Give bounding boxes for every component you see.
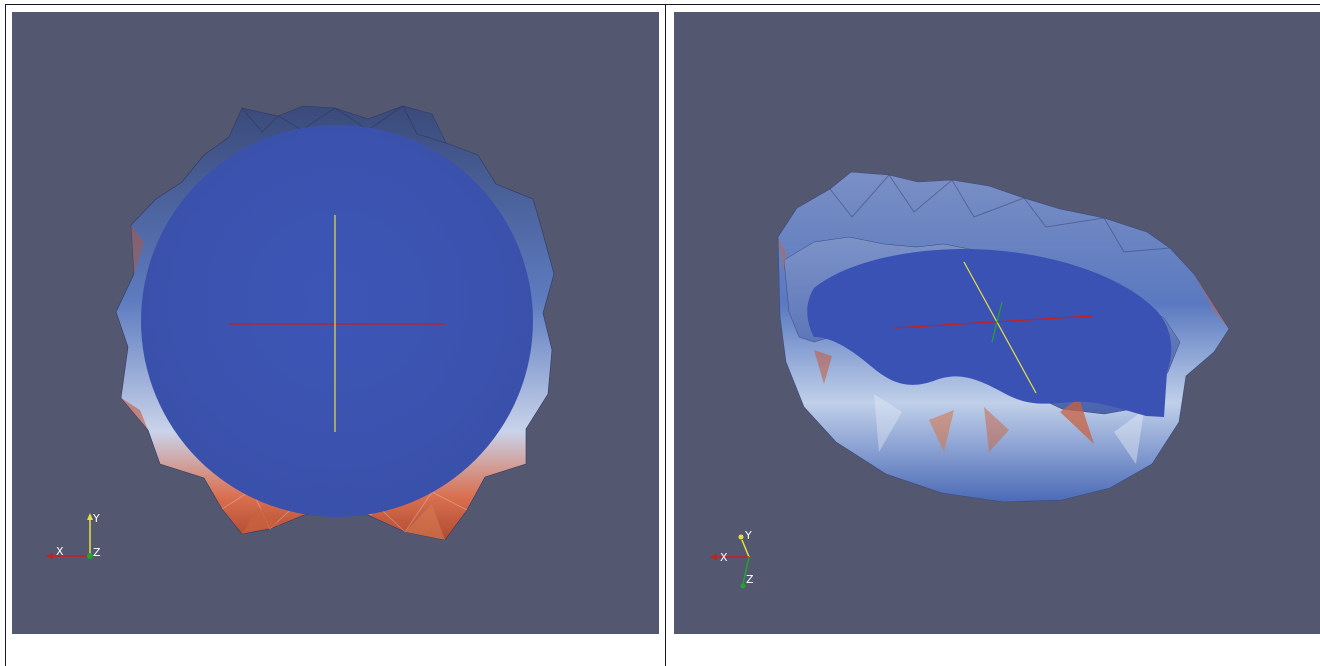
render-view-left[interactable]: Y X Z <box>12 12 659 634</box>
axis-label-z: Z <box>93 546 101 559</box>
orientation-axes-left: Y X Z <box>46 512 101 559</box>
blue-disc <box>141 125 533 517</box>
orientation-axes-right: Y X Z <box>710 529 754 589</box>
center-z-line <box>991 301 1003 343</box>
blue-disc <box>807 248 1172 417</box>
center-y-line <box>963 261 1037 394</box>
axis-label-x: X <box>720 551 728 564</box>
panel-divider <box>665 4 666 666</box>
render-view-right[interactable]: Y X Z <box>674 12 1320 634</box>
axis-label-z: Z <box>746 573 754 586</box>
axis-label-y: Y <box>92 512 100 525</box>
figure-frame <box>5 4 1320 666</box>
axis-label-y: Y <box>744 529 752 542</box>
render-canvas-right: Y X Z <box>674 12 1320 634</box>
axis-label-x: X <box>56 545 64 558</box>
render-canvas-left: Y X Z <box>12 12 659 634</box>
center-x-line <box>893 315 1093 329</box>
